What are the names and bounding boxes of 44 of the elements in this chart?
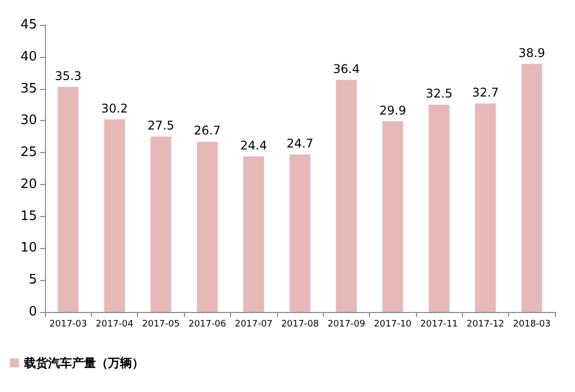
bar	[428, 104, 450, 312]
data-label: 26.7	[194, 124, 221, 138]
bar	[104, 119, 125, 312]
y-tick-label: 45	[20, 18, 37, 32]
data-label: 24.7	[286, 136, 314, 150]
x-tick-label: 2017-07	[234, 320, 272, 330]
x-tick-label: 2017-10	[374, 320, 412, 330]
bar	[58, 86, 79, 312]
y-tick-label: 30	[20, 113, 37, 128]
data-label: 29.9	[379, 103, 406, 118]
x-tick-label: 2017-06	[188, 320, 226, 330]
y-tick-label: 15	[20, 208, 37, 224]
y-tick-label: 35	[20, 81, 37, 96]
y-tick-label: 5	[28, 272, 37, 288]
data-label: 24.4	[240, 138, 267, 152]
bar	[521, 64, 542, 312]
data-label: 36.4	[333, 62, 360, 76]
data-label: 35.3	[54, 68, 82, 83]
x-tick-label: 2017-09	[328, 320, 366, 330]
x-tick-label: 2017-08	[281, 320, 320, 330]
y-tick-label: 40	[20, 49, 37, 64]
x-tick-label: 2018-03	[513, 320, 551, 330]
bar	[382, 121, 404, 312]
x-tick-label: 2017-05	[142, 320, 180, 330]
data-label: 32.5	[426, 86, 452, 101]
data-label: 30.2	[101, 101, 128, 116]
x-tick-label: 2017-12	[466, 320, 504, 330]
x-tick-label: 2017-11	[420, 320, 458, 330]
y-tick-label: 10	[20, 240, 37, 256]
bar	[150, 136, 172, 312]
bar	[243, 156, 264, 312]
bar	[290, 154, 310, 312]
data-label: 27.5	[148, 118, 174, 133]
y-tick-label: 25	[20, 145, 37, 160]
x-tick-label: 2017-04	[96, 320, 134, 330]
y-tick-label: 20	[20, 176, 37, 192]
data-label: 38.9	[518, 46, 546, 60]
legend-label: 载货汽车产量（万辆）	[23, 356, 144, 370]
y-tick-label: 0	[28, 304, 37, 320]
bar	[475, 103, 496, 312]
bar	[196, 142, 218, 312]
data-label: 32.7	[472, 85, 499, 100]
x-tick-label: 2017-03	[49, 320, 87, 330]
bar	[336, 80, 357, 312]
